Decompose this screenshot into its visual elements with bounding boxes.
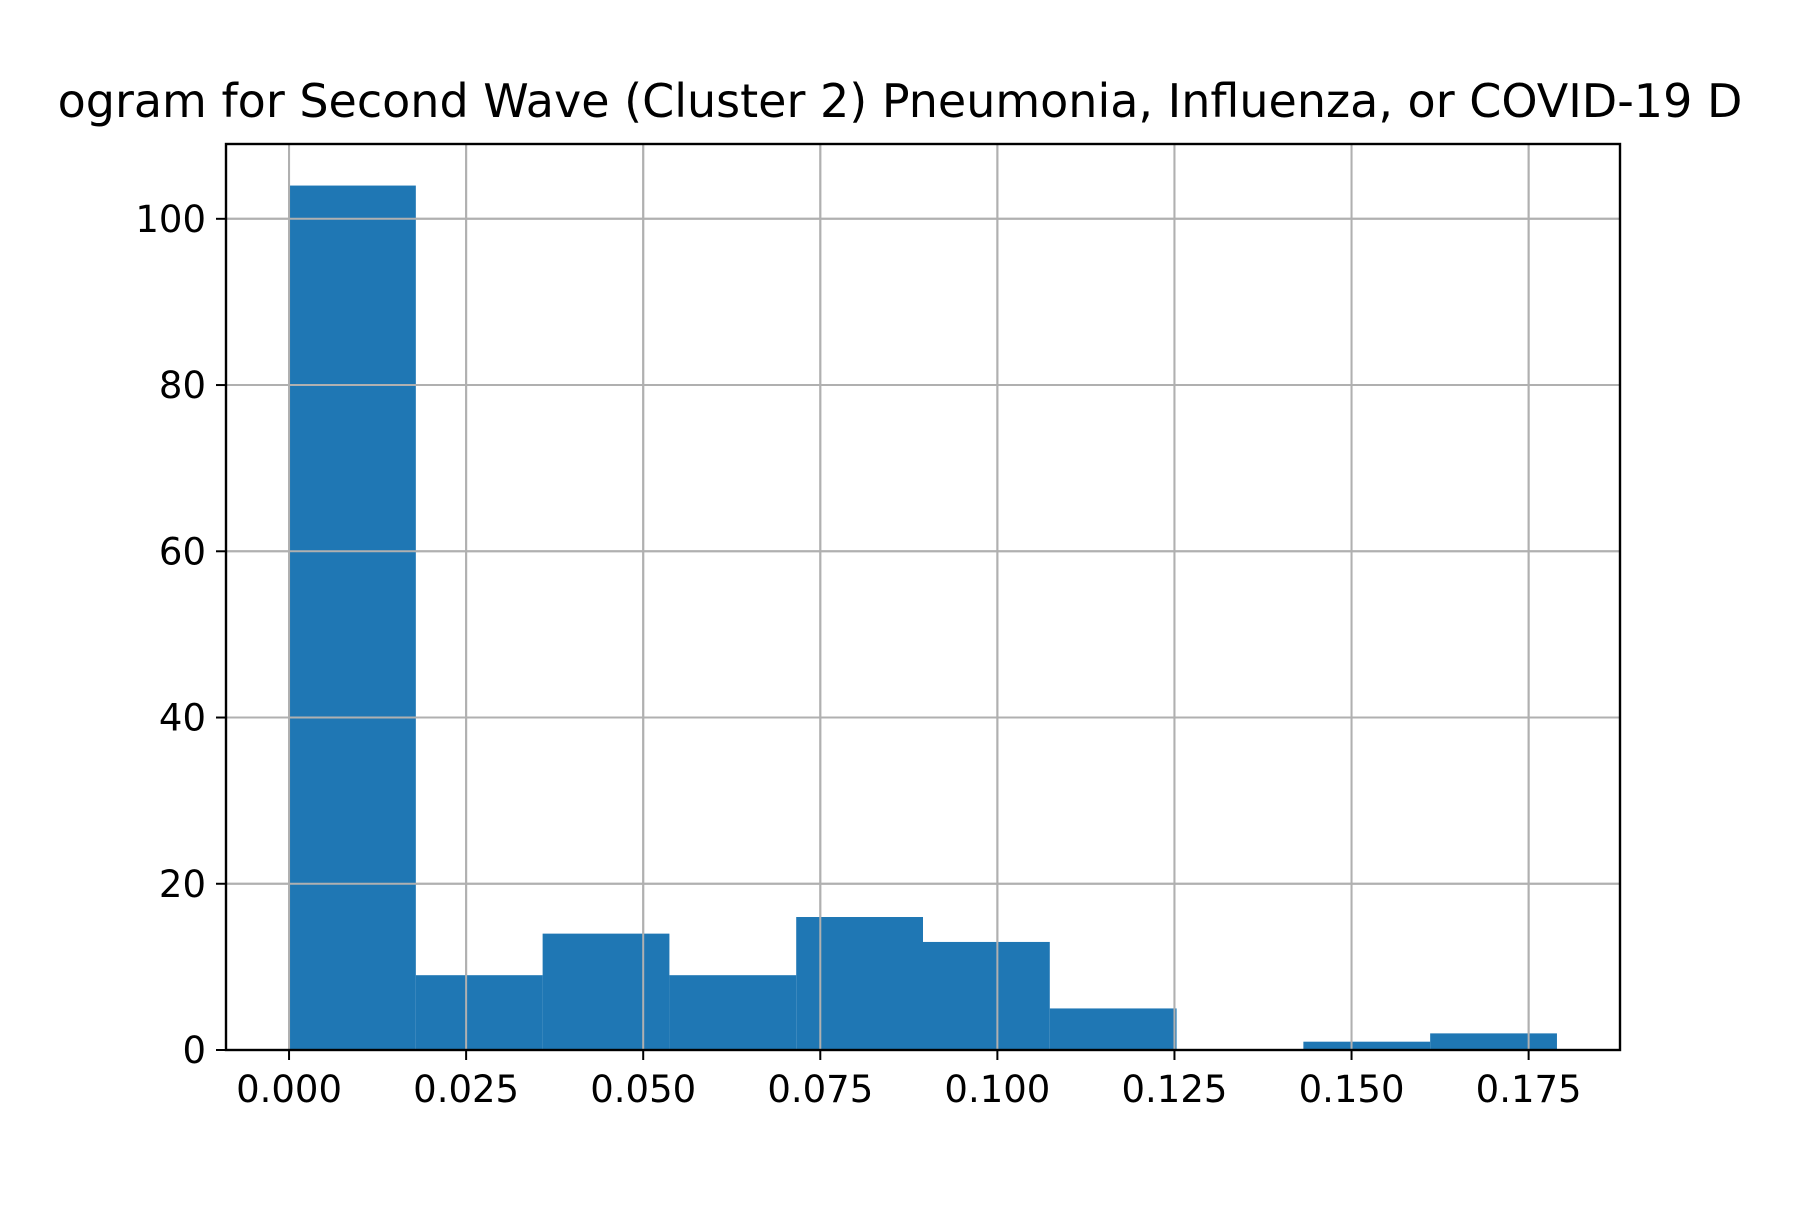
histogram-bar bbox=[1430, 1033, 1557, 1050]
histogram-bar bbox=[289, 185, 416, 1050]
y-tick-label: 20 bbox=[159, 863, 206, 906]
axes-layer bbox=[224, 142, 1622, 1052]
histogram-bar bbox=[542, 933, 670, 1050]
histogram-bar bbox=[1303, 1041, 1431, 1050]
y-tick-label: 60 bbox=[159, 530, 206, 573]
x-tick-label: 0.100 bbox=[944, 1068, 1050, 1111]
ticks-layer: 0.000 0.025 0.050 0.075 0.100 0.125 0.150 0.175… bbox=[135, 198, 1581, 1111]
x-tick-label: 0.175 bbox=[1476, 1068, 1582, 1111]
x-tick-label: 0.025 bbox=[413, 1068, 519, 1111]
x-tick-label: 0.000 bbox=[236, 1068, 342, 1111]
y-tick-label: 80 bbox=[159, 364, 206, 407]
histogram-bar bbox=[415, 975, 543, 1050]
y-tick-label: 100 bbox=[135, 198, 206, 241]
grid-overlay bbox=[226, 144, 1620, 1051]
histogram-bar bbox=[1049, 1008, 1177, 1050]
histogram-bar bbox=[796, 917, 923, 1050]
y-tick-label: 0 bbox=[182, 1029, 206, 1072]
y-tick-label: 40 bbox=[159, 697, 206, 740]
histogram-bar bbox=[923, 941, 1050, 1050]
bars-layer bbox=[226, 144, 1620, 1051]
x-tick-label: 0.050 bbox=[590, 1068, 696, 1111]
chart-title: ogram for Second Wave (Cluster 2) Pneumo… bbox=[58, 74, 1743, 128]
histogram-bar bbox=[669, 975, 797, 1050]
x-tick-label: 0.125 bbox=[1121, 1068, 1227, 1111]
x-tick-label: 0.150 bbox=[1299, 1068, 1405, 1111]
plot-frame bbox=[224, 142, 1622, 1052]
x-tick-label: 0.075 bbox=[767, 1068, 873, 1111]
